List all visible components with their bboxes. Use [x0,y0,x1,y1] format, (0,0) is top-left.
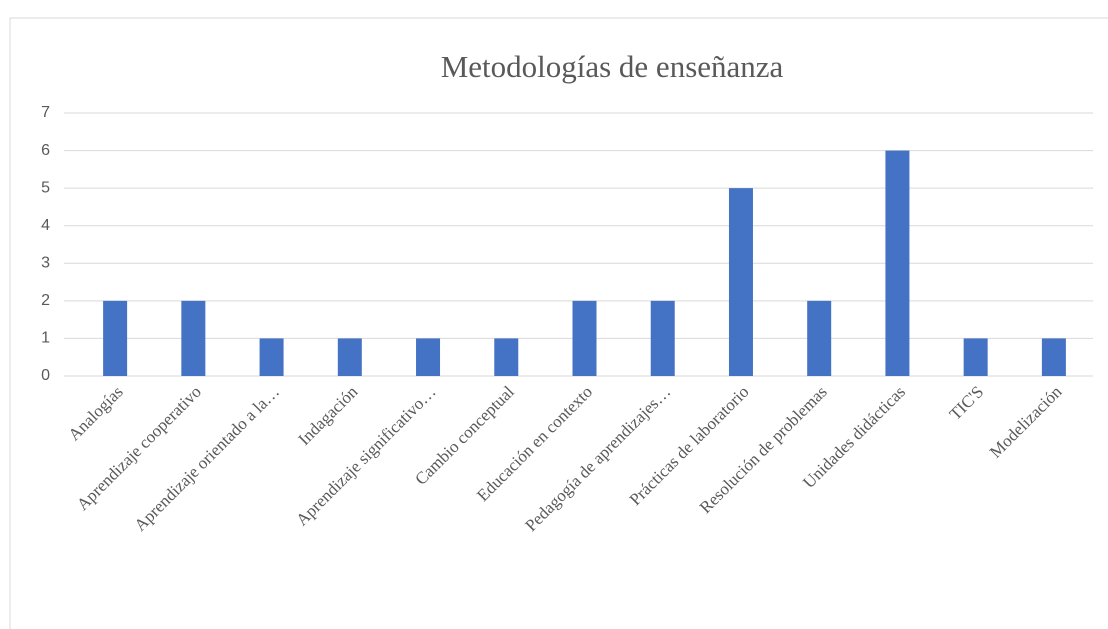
bar [885,150,910,376]
y-tick-label: 6 [41,142,50,159]
bar [181,300,206,376]
bar [259,338,284,376]
bar [572,300,597,376]
chart-title: Metodologías de enseñanza [441,49,784,84]
bar [416,338,441,376]
y-tick-label: 0 [41,367,50,384]
bar [103,300,128,376]
y-tick-label: 5 [41,179,50,196]
y-tick-label: 1 [41,330,50,347]
bar [963,338,988,376]
bar [650,300,675,376]
bar [1041,338,1066,376]
y-tick-label: 3 [41,255,50,272]
bar [807,300,832,376]
y-tick-label: 4 [41,217,50,234]
y-tick-label: 7 [41,104,50,121]
bar [494,338,519,376]
chart-frame [9,17,1108,629]
bar [337,338,362,376]
bar [728,188,753,376]
y-tick-label: 2 [41,292,50,309]
